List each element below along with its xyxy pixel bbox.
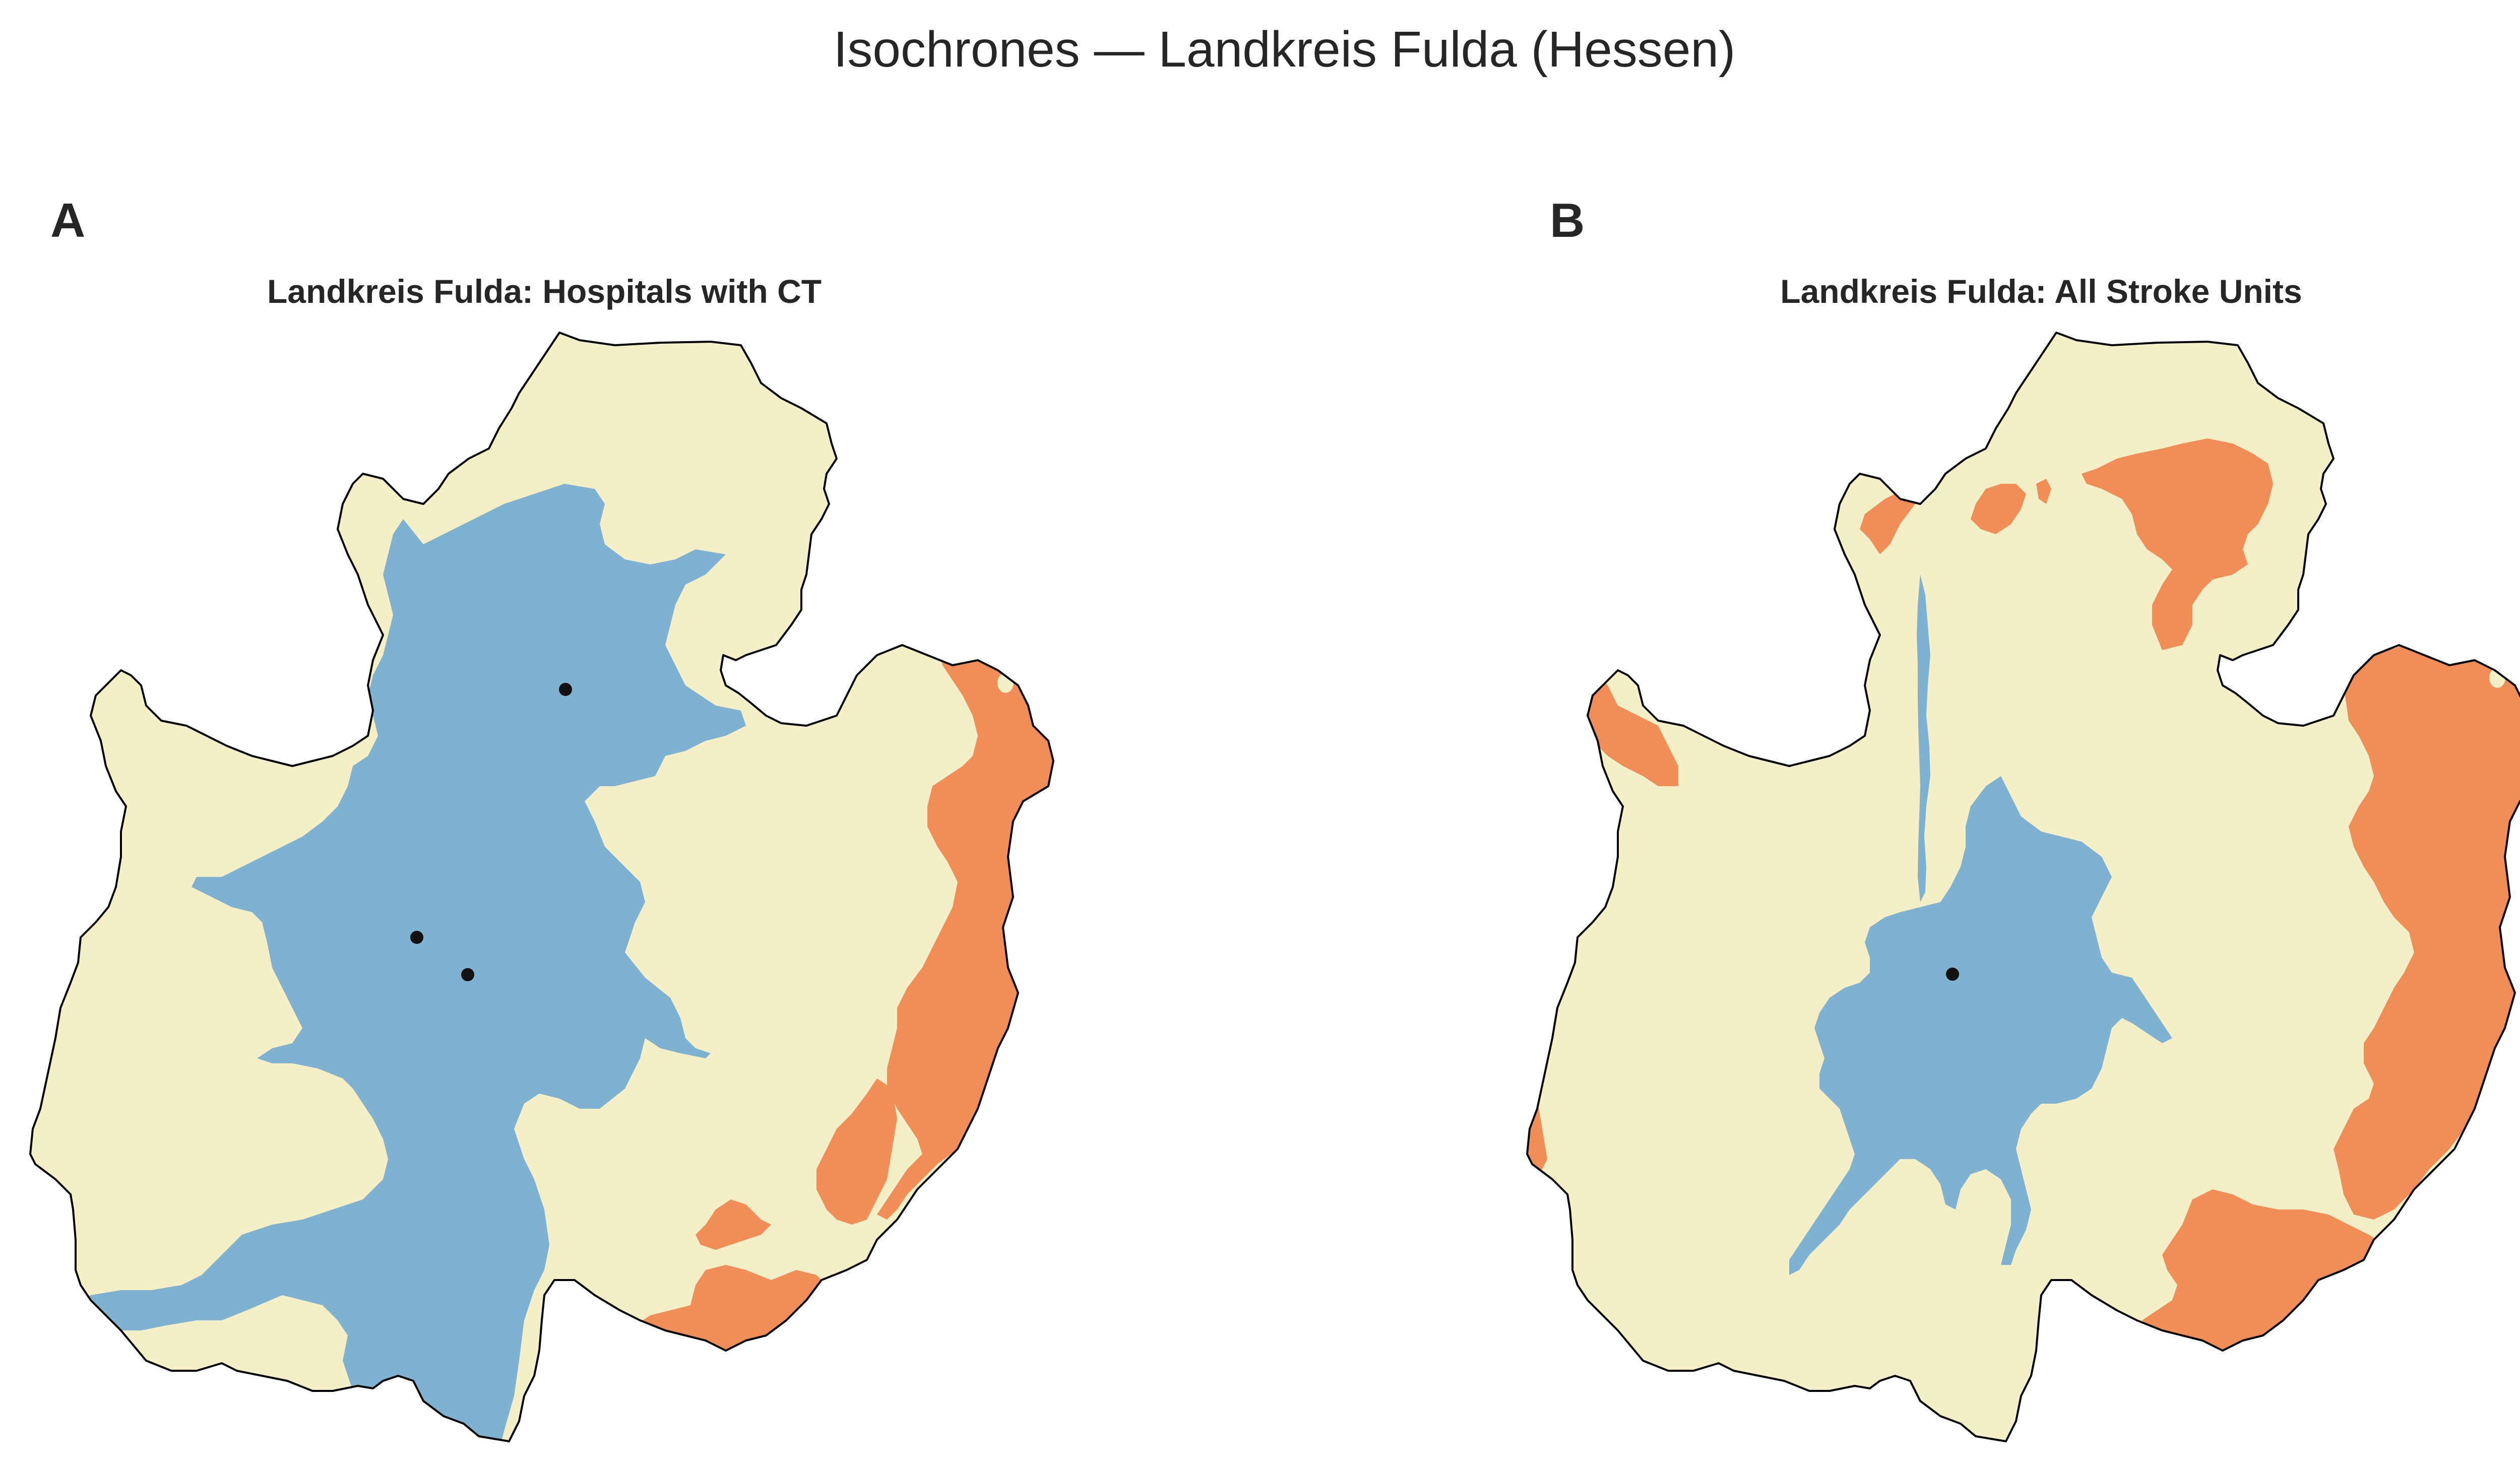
panel-a-slow-zone-east	[877, 645, 1053, 1220]
panel-b-medium-pocket	[2489, 668, 2505, 688]
panel-b-slow-zone-northeast	[2082, 438, 2273, 650]
panel-a-letter: A	[50, 194, 86, 247]
panel-a-slow-zone-southeast	[816, 1078, 897, 1225]
panel-b-slow-zone-south	[2142, 1189, 2384, 1356]
panel-a-title: Landkreis Fulda: Hospitals with CT	[267, 273, 822, 310]
panel-b-slow-zone-north-mid	[1971, 484, 2026, 534]
panel-b-fast-zone	[1789, 776, 2172, 1275]
panel-b-letter: B	[1550, 194, 1585, 247]
panel-b-slow-zone-north-west	[1860, 484, 1920, 554]
panel-b-slow-zone-north-tiny	[2036, 479, 2051, 504]
panel-b-map	[1526, 332, 2520, 1442]
panel-b-title: Landkreis Fulda: All Stroke Units	[1780, 273, 2302, 310]
panel-a-map	[29, 332, 1054, 1442]
panel-b-fast-channel-north	[1917, 575, 1930, 902]
panel-b-stroke-unit-marker	[1946, 968, 1959, 981]
panel-a-slow-zone-south-small	[696, 1199, 771, 1250]
panel-a-hospital-marker	[559, 683, 572, 696]
figure-title: Isochrones — Landkreis Fulda (Hessen)	[833, 21, 1736, 78]
panel-a-fast-zone	[66, 484, 746, 1441]
panel-a-hospital-marker	[461, 968, 474, 981]
panel-a-hospital-marker	[410, 931, 423, 944]
panel-b-slow-zone-east	[2334, 645, 2520, 1220]
panel-a-slow-zone-south	[635, 1265, 827, 1356]
